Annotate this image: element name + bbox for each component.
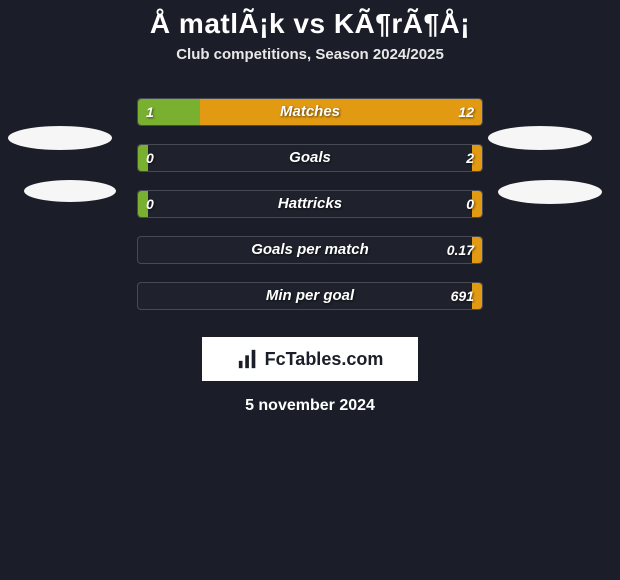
stat-rows: Matches112Goals02Hattricks00Goals per ma… bbox=[0, 89, 620, 319]
player-blob-left bbox=[8, 126, 112, 150]
stat-label: Goals bbox=[138, 145, 482, 171]
page-title: Å matlÃ¡k vs KÃ¶rÃ¶Å¡ bbox=[0, 0, 620, 46]
brand-text: FcTables.com bbox=[265, 349, 384, 370]
stat-value-left: 0 bbox=[146, 191, 154, 217]
stat-value-right: 0.17 bbox=[447, 237, 474, 263]
stat-value-right: 691 bbox=[451, 283, 474, 309]
date-line: 5 november 2024 bbox=[0, 381, 620, 415]
stat-bar: Goals per match0.17 bbox=[137, 236, 483, 264]
infographic-container: Å matlÃ¡k vs KÃ¶rÃ¶Å¡ Club competitions,… bbox=[0, 0, 620, 415]
stat-label: Hattricks bbox=[138, 191, 482, 217]
stat-value-left: 0 bbox=[146, 145, 154, 171]
stat-bar: Hattricks0 0 bbox=[137, 190, 483, 218]
stat-label: Min per goal bbox=[138, 283, 482, 309]
bars-icon bbox=[237, 348, 259, 370]
stat-value-right: 0 bbox=[466, 191, 474, 217]
stat-row: Goals per match0.17 bbox=[0, 227, 620, 273]
brand-box: FcTables.com bbox=[202, 337, 418, 381]
subtitle: Club competitions, Season 2024/2025 bbox=[0, 46, 620, 89]
stat-row: Min per goal691 bbox=[0, 273, 620, 319]
stat-label: Goals per match bbox=[138, 237, 482, 263]
stat-value-right: 12 bbox=[458, 99, 474, 125]
player-blob-right bbox=[498, 180, 602, 204]
stat-label: Matches bbox=[138, 99, 482, 125]
player-blob-left bbox=[24, 180, 116, 202]
stat-value-left: 1 bbox=[146, 99, 154, 125]
stat-bar: Goals0 2 bbox=[137, 144, 483, 172]
stat-bar: Min per goal691 bbox=[137, 282, 483, 310]
player-blob-right bbox=[488, 126, 592, 150]
stat-bar: Matches1 12 bbox=[137, 98, 483, 126]
stat-value-right: 2 bbox=[466, 145, 474, 171]
